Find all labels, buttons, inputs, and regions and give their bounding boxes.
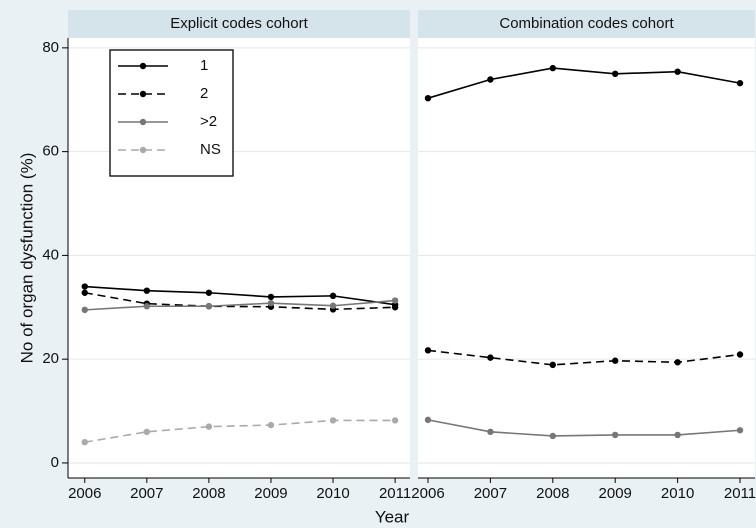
data-point: [487, 428, 494, 436]
data-point: [674, 359, 681, 366]
data-point: [487, 354, 494, 361]
x-tick-label: 2007: [474, 485, 507, 502]
x-tick-label: 2008: [536, 485, 569, 502]
legend-label: NS: [200, 141, 221, 158]
data-point: [143, 303, 151, 310]
data-point: [736, 427, 744, 434]
panel-header: [68, 10, 410, 38]
data-point: [549, 361, 556, 369]
legend-marker: [139, 118, 147, 126]
legend-marker: [139, 62, 147, 70]
data-point: [736, 351, 744, 358]
x-tick-label: 2008: [192, 485, 225, 502]
data-point: [143, 287, 151, 294]
data-point: [549, 64, 556, 72]
data-point: [267, 293, 275, 301]
data-point: [612, 70, 619, 78]
legend-label: >2: [200, 113, 217, 130]
y-tick-label: 40: [42, 246, 59, 263]
panel-title: Explicit codes cohort: [170, 15, 308, 32]
data-point: [549, 432, 556, 440]
data-point: [736, 79, 744, 87]
y-axis-label: No of organ dysfunction (%): [17, 153, 36, 364]
x-tick-label: 2011: [379, 485, 411, 502]
x-tick-label: 2007: [130, 485, 163, 502]
data-point: [329, 292, 337, 300]
x-tick-label: 2009: [599, 485, 632, 502]
data-point: [81, 306, 88, 314]
y-tick-label: 60: [42, 143, 59, 160]
data-point: [267, 421, 275, 429]
data-point: [424, 416, 432, 424]
series-line: [84, 291, 396, 311]
data-point: [487, 76, 494, 83]
y-tick-label: 0: [51, 454, 59, 471]
x-tick-label: 2010: [316, 485, 349, 502]
data-point: [674, 68, 681, 75]
series-line: [84, 419, 396, 443]
data-point: [143, 428, 151, 436]
x-tick-label: 2011: [724, 485, 756, 502]
x-axis-label: Year: [375, 507, 410, 526]
legend-marker: [139, 146, 147, 154]
y-tick-label: 80: [42, 39, 59, 56]
series-line: [84, 299, 396, 311]
x-tick-label: 2006: [68, 485, 101, 502]
data-point: [424, 94, 432, 102]
data-point: [612, 357, 619, 364]
data-point: [391, 417, 399, 424]
x-tick-label: 2010: [661, 485, 694, 502]
series-line: [427, 67, 741, 99]
panel-title: Combination codes cohort: [499, 15, 674, 32]
data-point: [674, 431, 681, 439]
x-tick-label: 2006: [411, 485, 444, 502]
legend-marker: [139, 90, 147, 98]
data-point: [391, 297, 399, 304]
data-point: [205, 423, 213, 430]
data-point: [81, 283, 88, 290]
y-tick-label: 20: [42, 350, 59, 367]
data-point: [267, 299, 275, 307]
plot-area: [418, 38, 755, 478]
legend-box: [109, 49, 234, 177]
data-point: [205, 303, 213, 310]
panel-header: [418, 10, 755, 38]
x-tick-label: 2009: [254, 485, 287, 502]
data-point: [391, 304, 399, 311]
data-point: [81, 289, 88, 296]
series-line: [84, 285, 396, 306]
data-point: [612, 431, 619, 439]
series-line: [427, 419, 741, 437]
legend-label: 1: [200, 57, 208, 74]
data-point: [329, 302, 337, 309]
data-point: [329, 417, 337, 424]
legend-label: 2: [200, 85, 208, 102]
data-point: [205, 289, 213, 296]
data-point: [424, 347, 432, 354]
series-line: [427, 349, 741, 366]
data-point: [81, 438, 88, 446]
